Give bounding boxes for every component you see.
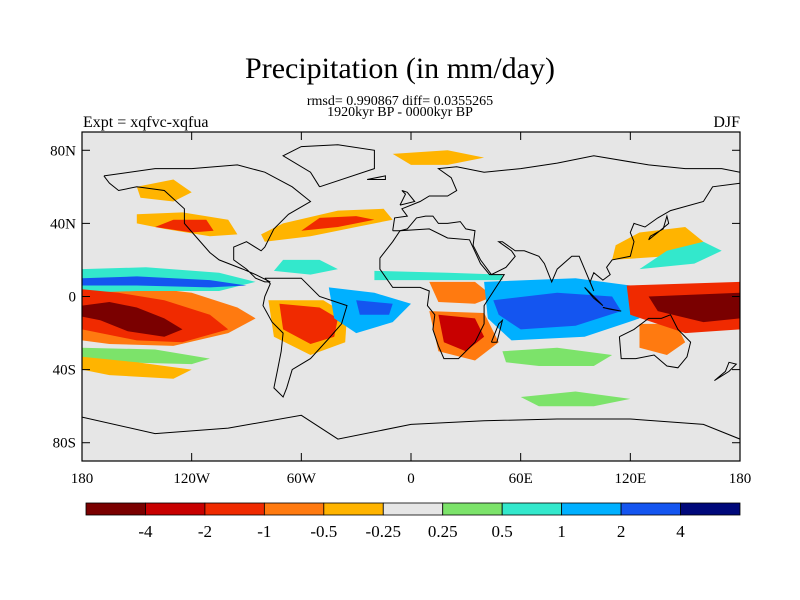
colorbar-label: 0.25	[428, 522, 458, 541]
experiment-label: Expt = xqfvc-xqfua	[83, 114, 209, 131]
season-label: DJF	[713, 114, 740, 131]
coastline-9	[584, 287, 604, 306]
region-atlantic-wet-inner	[356, 300, 393, 315]
map-layer	[82, 132, 740, 461]
colorbar: -4 -2 -1 -0.5 -0.25 0.25 0.5 1 2 4	[85, 502, 741, 541]
x-tick-label: 120W	[173, 471, 211, 487]
coastline-5	[282, 144, 375, 188]
colorbar-label: -2	[198, 522, 212, 541]
y-tick-label: 0	[69, 290, 77, 306]
chart-title: Precipitation (in mm/day)	[245, 52, 555, 85]
colorbar-label: 0.5	[492, 522, 513, 541]
colorbar-box	[382, 502, 444, 516]
x-axis-ticks: 180 120W 60W 0 60E 120E 180	[71, 132, 752, 487]
colorbar-label: 1	[557, 522, 566, 541]
colorbar-box	[442, 502, 503, 516]
region-southern-africa-dry	[438, 314, 485, 352]
colorbar-box	[501, 502, 563, 516]
region-asia-wet	[639, 241, 722, 270]
coastline-7	[490, 318, 504, 343]
region-central-pacific-drying	[82, 302, 183, 337]
y-tick-label: 40N	[50, 216, 76, 232]
region-caribbean-wet	[273, 259, 338, 275]
region-indian-ocean-wet	[493, 292, 622, 330]
colorbar-box	[323, 502, 384, 516]
y-tick-label: 80N	[50, 143, 76, 159]
coastline-11	[648, 214, 670, 241]
coastline-13	[367, 175, 386, 180]
colorbar-box	[620, 502, 681, 516]
region-north-pacific-wet-strip	[82, 276, 247, 288]
coastline-8	[714, 361, 738, 382]
region-south-pacific-orange	[82, 356, 192, 379]
colorbar-box	[263, 502, 325, 516]
colorbar-box	[561, 502, 622, 516]
coastline-6	[82, 414, 740, 440]
x-tick-label: 60W	[287, 471, 317, 487]
colorbar-label: -0.5	[310, 522, 337, 541]
y-tick-label: 80S	[53, 436, 76, 452]
x-tick-label: 0	[407, 471, 415, 487]
colorbar-label: -4	[138, 522, 153, 541]
colorbar-label: -0.25	[366, 522, 401, 541]
colorbar-label: 4	[676, 522, 685, 541]
region-north-pacific-red	[155, 219, 214, 233]
chart-subtitle-stats: rmsd= 0.990867 diff= 0.0355265	[306, 94, 494, 109]
region-maritime-dry	[648, 292, 740, 323]
coastline-10	[602, 307, 622, 312]
colorbar-label: 2	[617, 522, 626, 541]
region-arctic-orange	[392, 150, 485, 165]
colorbar-box	[204, 502, 265, 516]
coastline-1	[262, 277, 348, 398]
coastline-3	[392, 155, 740, 292]
coastline-4	[618, 314, 692, 369]
coastline-12	[399, 190, 416, 206]
y-tick-label: 40S	[53, 363, 76, 379]
colorbar-box	[85, 502, 146, 516]
colorbar-box	[145, 502, 206, 516]
colorbar-label: -1	[257, 522, 271, 541]
x-tick-label: 180	[71, 471, 94, 487]
region-north-atlantic-red	[301, 216, 375, 231]
region-south-pacific-wet	[82, 347, 210, 365]
y-axis-ticks: 80N 40N 0 40S 80S	[50, 143, 740, 452]
colorbar-box	[680, 502, 741, 516]
precipitation-anomaly-regions	[82, 150, 740, 407]
region-southern-ocean-wet	[520, 391, 631, 407]
region-asia-orange	[612, 227, 704, 260]
region-congo-dry	[429, 281, 494, 304]
x-tick-label: 180	[729, 471, 752, 487]
region-australia-dry	[639, 323, 686, 355]
x-tick-label: 120E	[614, 471, 646, 487]
x-tick-label: 60E	[509, 471, 533, 487]
region-sahel-band-wet	[374, 270, 503, 281]
coastlines	[82, 144, 740, 440]
region-south-indian-wet	[502, 347, 613, 366]
coastline-0	[103, 164, 312, 283]
region-amazon-dry	[279, 303, 338, 344]
coastline-2	[379, 228, 506, 360]
chart-subtitle-period: 1920kyr BP - 0000kyr BP	[327, 105, 473, 120]
